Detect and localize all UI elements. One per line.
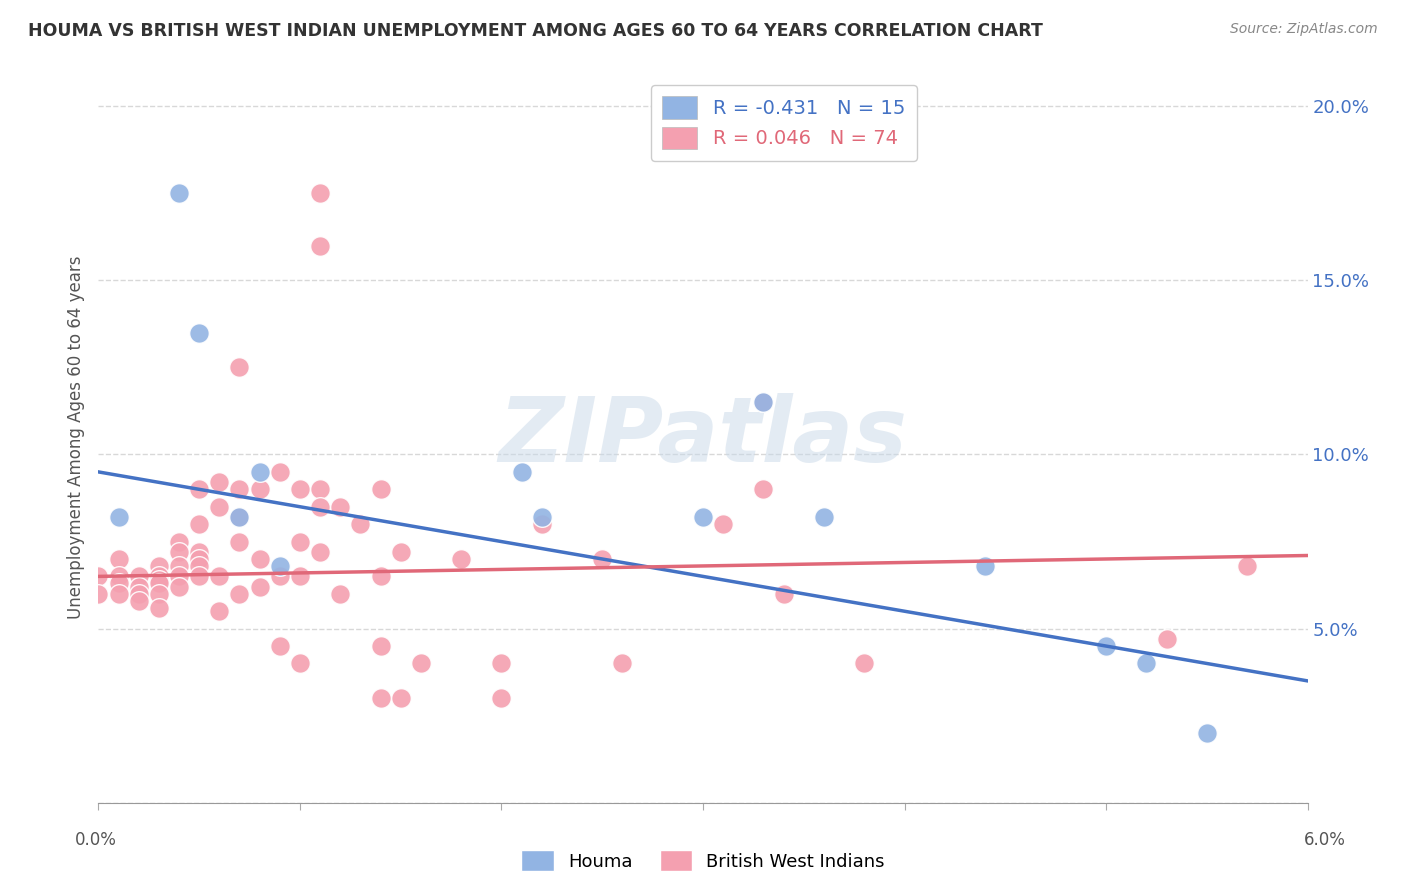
Text: 0.0%: 0.0% — [75, 831, 117, 849]
Point — [813, 510, 835, 524]
Point — [228, 587, 250, 601]
Point — [853, 657, 876, 671]
Point — [309, 500, 332, 514]
Point — [107, 587, 129, 601]
Point — [167, 558, 190, 573]
Point — [249, 465, 271, 479]
Point — [269, 569, 291, 583]
Point — [1135, 657, 1157, 671]
Point — [87, 587, 110, 601]
Legend: R = -0.431   N = 15, R = 0.046   N = 74: R = -0.431 N = 15, R = 0.046 N = 74 — [651, 85, 917, 161]
Point — [309, 545, 332, 559]
Point — [228, 360, 250, 375]
Point — [288, 534, 311, 549]
Point — [188, 483, 211, 497]
Point — [491, 691, 513, 706]
Point — [1156, 632, 1178, 646]
Point — [128, 587, 150, 601]
Point — [349, 517, 371, 532]
Point — [752, 395, 775, 409]
Point — [591, 552, 613, 566]
Point — [188, 569, 211, 583]
Point — [370, 569, 392, 583]
Text: HOUMA VS BRITISH WEST INDIAN UNEMPLOYMENT AMONG AGES 60 TO 64 YEARS CORRELATION : HOUMA VS BRITISH WEST INDIAN UNEMPLOYMEN… — [28, 22, 1043, 40]
Point — [309, 186, 332, 201]
Point — [450, 552, 472, 566]
Point — [309, 238, 332, 252]
Point — [208, 604, 231, 618]
Text: Source: ZipAtlas.com: Source: ZipAtlas.com — [1230, 22, 1378, 37]
Point — [530, 517, 553, 532]
Point — [329, 500, 352, 514]
Point — [309, 483, 332, 497]
Point — [167, 580, 190, 594]
Point — [1195, 726, 1218, 740]
Point — [148, 600, 170, 615]
Point — [208, 500, 231, 514]
Point — [249, 483, 271, 497]
Point — [167, 569, 190, 583]
Point — [370, 483, 392, 497]
Point — [389, 545, 412, 559]
Point — [148, 569, 170, 583]
Point — [188, 545, 211, 559]
Point — [249, 552, 271, 566]
Point — [148, 576, 170, 591]
Point — [752, 483, 775, 497]
Point — [107, 569, 129, 583]
Point — [1236, 558, 1258, 573]
Point — [208, 569, 231, 583]
Point — [370, 639, 392, 653]
Point — [188, 326, 211, 340]
Point — [530, 510, 553, 524]
Point — [269, 465, 291, 479]
Point — [107, 510, 129, 524]
Point — [288, 657, 311, 671]
Point — [1095, 639, 1118, 653]
Legend: Houma, British West Indians: Houma, British West Indians — [513, 843, 893, 879]
Point — [188, 517, 211, 532]
Point — [228, 510, 250, 524]
Point — [329, 587, 352, 601]
Point — [711, 517, 734, 532]
Point — [188, 558, 211, 573]
Point — [269, 639, 291, 653]
Point — [370, 691, 392, 706]
Point — [249, 580, 271, 594]
Point — [128, 594, 150, 608]
Point — [269, 558, 291, 573]
Point — [612, 657, 634, 671]
Point — [228, 534, 250, 549]
Point — [107, 552, 129, 566]
Point — [228, 510, 250, 524]
Point — [974, 558, 997, 573]
Point — [167, 534, 190, 549]
Point — [692, 510, 714, 524]
Point — [288, 569, 311, 583]
Point — [87, 569, 110, 583]
Text: 6.0%: 6.0% — [1303, 831, 1346, 849]
Point — [772, 587, 794, 601]
Point — [128, 580, 150, 594]
Point — [107, 576, 129, 591]
Point — [148, 573, 170, 587]
Point — [128, 569, 150, 583]
Point — [491, 657, 513, 671]
Point — [188, 552, 211, 566]
Y-axis label: Unemployment Among Ages 60 to 64 years: Unemployment Among Ages 60 to 64 years — [66, 255, 84, 619]
Point — [167, 545, 190, 559]
Point — [510, 465, 533, 479]
Point — [228, 483, 250, 497]
Text: ZIPatlas: ZIPatlas — [499, 393, 907, 481]
Point — [167, 186, 190, 201]
Point — [288, 483, 311, 497]
Point — [752, 395, 775, 409]
Point — [208, 475, 231, 490]
Point — [409, 657, 432, 671]
Point — [148, 558, 170, 573]
Point — [148, 587, 170, 601]
Point — [389, 691, 412, 706]
